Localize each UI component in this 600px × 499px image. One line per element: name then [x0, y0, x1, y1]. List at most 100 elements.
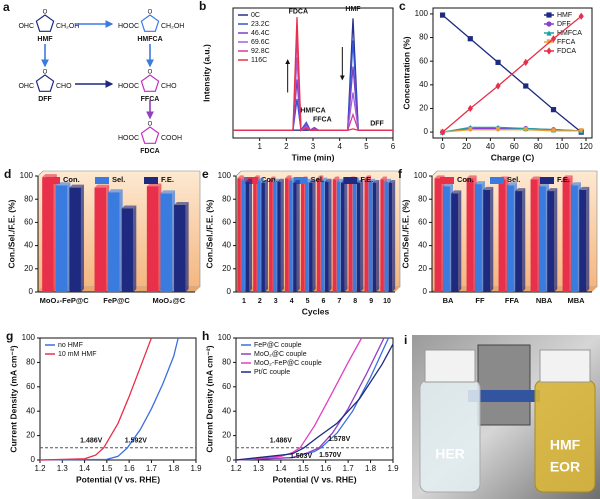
- annotation: 1.486V: [270, 437, 293, 444]
- x-tick-label: 7: [337, 298, 341, 305]
- series-line: [235, 337, 385, 461]
- bar-top: [121, 205, 137, 209]
- bar: [146, 186, 159, 292]
- marker: [495, 127, 501, 133]
- x-tick-label: 1.6: [124, 464, 136, 473]
- photo-label: HER: [435, 446, 465, 462]
- bar: [305, 181, 309, 292]
- bar-top: [547, 188, 558, 192]
- y-tick-label: 100: [20, 171, 34, 180]
- y-tick-label: 40: [418, 241, 427, 250]
- bar-side: [80, 184, 84, 292]
- y-tick-label: 80: [222, 358, 231, 367]
- panel-letter: g: [6, 329, 13, 343]
- x-tick-label: 120: [579, 142, 593, 151]
- bar-top: [269, 176, 276, 180]
- x-tick-label: 8: [353, 298, 357, 305]
- legend-swatch: [46, 177, 60, 184]
- legend-label: FeP@C couple: [254, 342, 302, 349]
- bar-top: [237, 175, 244, 179]
- furan-ring: [140, 14, 160, 32]
- marker: [495, 59, 501, 65]
- left-group: OHC: [18, 83, 34, 90]
- marker: [523, 58, 529, 66]
- bar-top: [293, 179, 300, 183]
- x-tick-label: 40: [486, 142, 495, 151]
- marker: [523, 127, 529, 133]
- bar: [293, 182, 297, 292]
- bar: [257, 180, 261, 292]
- legend-label: no HMF: [58, 342, 83, 349]
- annotation: 1.570V: [319, 452, 342, 459]
- bar-top: [174, 202, 189, 205]
- y-tick-label: 100: [415, 9, 429, 18]
- photo-label: EOR: [550, 459, 580, 475]
- x-tick-label: 1.3: [57, 464, 69, 473]
- left-group: OHC: [18, 23, 34, 30]
- bar-top: [55, 182, 71, 186]
- bar-side: [133, 205, 137, 292]
- series-line: [233, 17, 393, 132]
- bar-side: [554, 188, 558, 292]
- y-tick-label: 0: [31, 455, 36, 464]
- bar: [483, 189, 491, 292]
- bar: [94, 187, 107, 292]
- legend-label: 10 mM HMF: [58, 351, 97, 358]
- electrode-clamp: [477, 344, 531, 426]
- y-axis-label: Con./Sel./F.E. (%): [400, 199, 410, 268]
- bar-side: [312, 179, 316, 292]
- bar: [289, 180, 293, 292]
- bar: [388, 182, 393, 292]
- right-group: CHO: [161, 83, 177, 90]
- panel-letter: e: [202, 167, 209, 181]
- panel-letter: c: [399, 0, 406, 13]
- bar-top: [372, 179, 380, 183]
- x-tick-label: 6: [321, 298, 325, 305]
- y-tick-label: 80: [26, 358, 35, 367]
- bar: [368, 181, 373, 292]
- x-tick-label: 9: [369, 298, 373, 305]
- molecule-name: HMF: [37, 36, 53, 43]
- legend-swatch: [144, 177, 158, 184]
- bar-side: [296, 179, 300, 292]
- annotation: FFCA: [313, 117, 332, 124]
- molecule-name: FFCA: [141, 96, 160, 103]
- y-tick-label: 100: [218, 171, 232, 180]
- x-tick-label: 1.5: [101, 464, 113, 473]
- bar-top: [570, 182, 581, 186]
- bar-top: [538, 183, 549, 187]
- bar: [498, 179, 506, 292]
- y-tick-label: 40: [24, 241, 33, 250]
- bar-top: [388, 179, 396, 183]
- panel-letter: h: [202, 329, 209, 343]
- x-tick-label: 1: [257, 142, 262, 151]
- bar: [372, 182, 377, 292]
- marker: [523, 83, 529, 89]
- x-tick-label: MoO₂-FeP@C: [40, 296, 90, 305]
- y-tick-label: 100: [414, 171, 428, 180]
- bar: [356, 182, 361, 292]
- y-tick-label: 100: [218, 333, 232, 342]
- x-tick-label: NBA: [536, 296, 553, 305]
- x-tick-label: 1.7: [343, 464, 355, 473]
- furan-ring: [35, 74, 55, 92]
- marker: [546, 47, 552, 55]
- x-tick-label: 1.9: [387, 464, 399, 473]
- bar: [277, 181, 281, 292]
- x-tick-label: 0: [440, 142, 445, 151]
- y-tick-label: 40: [222, 241, 231, 250]
- eor-cap: [539, 349, 591, 383]
- x-tick-label: FFA: [505, 296, 520, 305]
- legend-label: Sel.: [311, 175, 324, 184]
- series-line: [235, 337, 363, 461]
- panel-letter: d: [4, 167, 11, 181]
- legend-label: MoO₂@C couple: [254, 351, 307, 358]
- panel-letter: a: [3, 0, 10, 14]
- bar: [300, 179, 305, 292]
- bar: [466, 178, 474, 292]
- x-tick-label: 20: [462, 142, 471, 151]
- y-tick-label: 20: [24, 264, 33, 273]
- legend-label: Con.: [261, 175, 278, 184]
- x-tick-label: 6: [391, 142, 396, 151]
